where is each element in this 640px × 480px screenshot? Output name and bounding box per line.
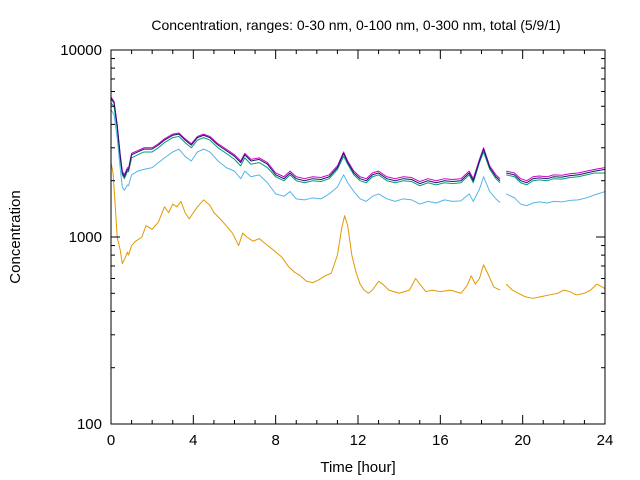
ticks-layer: 0 4 8 12 16 20 24 100 1000 10000 bbox=[60, 42, 613, 449]
chart-title: Concentration, ranges: 0-30 nm, 0-100 nm… bbox=[151, 17, 560, 33]
x-tick-label: 4 bbox=[189, 432, 197, 449]
x-tick-label: 0 bbox=[107, 432, 115, 449]
plot-frame bbox=[110, 49, 606, 425]
x-axis-label: Time [hour] bbox=[320, 459, 395, 476]
x-tick-label: 8 bbox=[271, 432, 279, 449]
series-line-2 bbox=[110, 109, 606, 207]
series-line-4 bbox=[110, 96, 606, 183]
y-tick-label: 100 bbox=[77, 416, 102, 433]
series-layer bbox=[110, 96, 606, 299]
series-line-3 bbox=[110, 102, 605, 187]
x-tick-label: 12 bbox=[350, 432, 367, 449]
series-line-5 bbox=[110, 98, 606, 185]
x-tick-label: 24 bbox=[597, 432, 614, 449]
x-tick-label: 20 bbox=[514, 432, 531, 449]
x-tick-label: 16 bbox=[432, 432, 449, 449]
y-tick-label: 10000 bbox=[60, 42, 102, 59]
y-tick-label: 1000 bbox=[69, 229, 102, 246]
series-line-1 bbox=[110, 162, 606, 299]
y-axis-label: Concentration bbox=[7, 190, 24, 283]
